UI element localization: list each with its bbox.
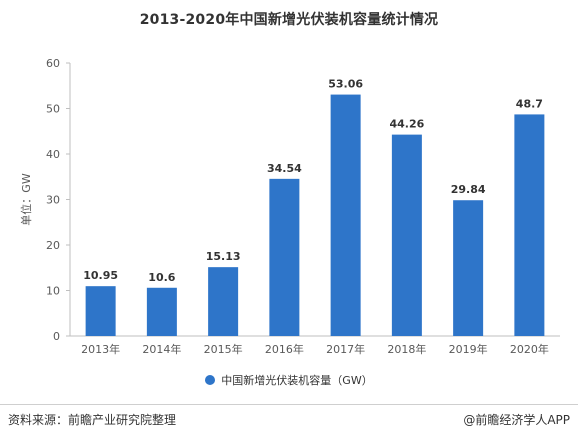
bar bbox=[330, 94, 361, 337]
x-tick-label: 2013年 bbox=[81, 342, 120, 356]
bar bbox=[391, 134, 422, 336]
x-tick-label: 2019年 bbox=[449, 342, 488, 356]
legend-swatch-icon bbox=[205, 375, 216, 385]
source-note: 资料来源：前瞻产业研究院整理 bbox=[8, 413, 177, 427]
bar bbox=[269, 178, 300, 336]
data-label: 34.54 bbox=[267, 162, 302, 175]
credit-note: @前瞻经济学人APP bbox=[463, 413, 570, 427]
data-label: 29.84 bbox=[451, 183, 486, 196]
y-axis-title: 单位：GW bbox=[19, 173, 33, 226]
data-label: 10.6 bbox=[148, 271, 175, 284]
data-label: 15.13 bbox=[206, 250, 241, 263]
data-label: 53.06 bbox=[328, 78, 363, 91]
data-label: 48.7 bbox=[516, 97, 543, 110]
x-tick-label: 2016年 bbox=[265, 342, 304, 356]
bar bbox=[208, 267, 239, 336]
chart-title: 2013-2020年中国新增光伏装机容量统计情况 bbox=[139, 12, 439, 28]
y-tick-label: 10 bbox=[46, 285, 60, 298]
x-tick-label: 2018年 bbox=[387, 342, 426, 356]
x-tick-label: 2020年 bbox=[510, 342, 549, 356]
x-tick-label: 2014年 bbox=[142, 342, 181, 356]
legend: 中国新增光伏装机容量（GW） bbox=[0, 372, 578, 388]
bar bbox=[85, 286, 116, 336]
y-tick-label: 0 bbox=[53, 330, 60, 343]
y-tick-label: 20 bbox=[46, 239, 60, 252]
y-tick-label: 50 bbox=[46, 103, 60, 116]
footer-divider bbox=[0, 404, 578, 405]
bar bbox=[514, 114, 545, 336]
bar bbox=[146, 287, 177, 336]
y-tick-label: 40 bbox=[46, 148, 60, 161]
y-tick-label: 60 bbox=[46, 57, 60, 70]
data-label: 44.26 bbox=[389, 118, 424, 131]
bar bbox=[453, 200, 484, 336]
data-label: 10.95 bbox=[83, 269, 118, 282]
x-tick-label: 2015年 bbox=[204, 342, 243, 356]
x-tick-label: 2017年 bbox=[326, 342, 365, 356]
legend-label: 中国新增光伏装机容量（GW） bbox=[221, 374, 373, 387]
y-tick-label: 30 bbox=[46, 194, 60, 207]
